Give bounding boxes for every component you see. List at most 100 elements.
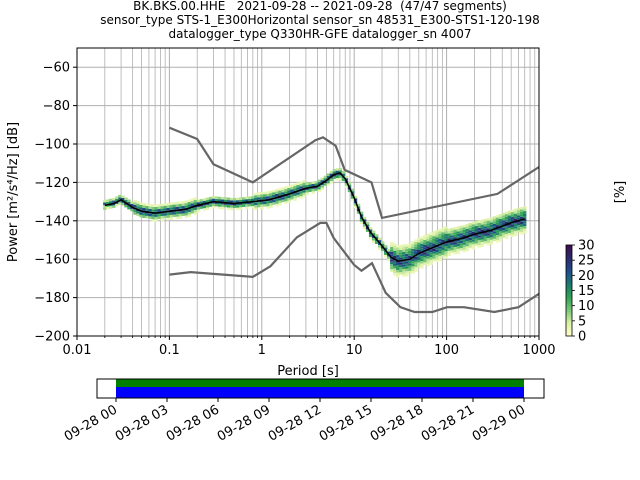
psd-density-cell: [522, 211, 527, 214]
psd-density-cell: [229, 202, 234, 206]
psd-density-cell: [236, 197, 240, 201]
psd-density-cell: [272, 194, 276, 198]
psd-density-cell: [408, 260, 412, 264]
psd-density-cell: [344, 178, 349, 181]
psd-density-cell: [486, 223, 491, 226]
colorbar-swatch: [566, 327, 572, 331]
psd-density-cell: [112, 198, 116, 201]
psd-density-cell: [405, 271, 409, 274]
psd-density-cell: [480, 234, 485, 238]
psd-density-cell: [362, 224, 367, 227]
psd-density-cell: [112, 205, 116, 208]
psd-density-cell: [459, 238, 463, 241]
psd-density-cell: [205, 205, 210, 208]
psd-density-cell: [208, 199, 213, 202]
psd-density-cell: [263, 191, 267, 195]
psd-density-cell: [432, 236, 436, 239]
psd-density-cell: [242, 197, 246, 200]
psd-density-cell: [371, 233, 376, 236]
psd-density-cell: [290, 189, 294, 192]
psd-density-cell: [411, 241, 415, 244]
psd-density-cell: [507, 210, 512, 213]
psd-density-cell: [260, 192, 264, 195]
psd-density-cell: [121, 202, 125, 206]
psd-density-cell: [217, 206, 222, 210]
psd-density-cell: [193, 207, 198, 210]
psd-density-cell: [438, 246, 442, 249]
psd-density-cell: [278, 193, 282, 196]
psd-density-cell: [477, 222, 482, 226]
psd-density-cell: [522, 213, 527, 217]
psd-density-cell: [393, 253, 397, 256]
psd-density-cell: [456, 236, 460, 239]
psd-density-cell: [326, 181, 331, 184]
psd-density-cell: [456, 238, 460, 242]
psd-density-cell: [196, 207, 201, 210]
colorbar-swatch: [566, 261, 572, 264]
psd-density-cell: [501, 215, 506, 218]
psd-density-cell: [350, 198, 355, 202]
psd-density-cell: [459, 235, 463, 239]
psd-density-cell: [474, 233, 479, 236]
psd-density-cell: [245, 204, 249, 207]
psd-density-cell: [384, 252, 388, 256]
axis-ticks: 0.01 0.1 1 10 100 1000 −60 −80 −100 −120 −140 −160 −…: [34, 61, 555, 358]
psd-density-cell: [456, 248, 460, 252]
psd-density-cell: [154, 219, 158, 222]
psd-density-cell: [480, 242, 485, 245]
psd-density-cell: [308, 184, 312, 187]
psd-density-cell: [368, 234, 373, 237]
psd-density-cell: [456, 251, 460, 254]
psd-density-cell: [474, 231, 479, 234]
psd-density-cell: [504, 216, 509, 220]
psd-density-cell: [474, 223, 479, 226]
psd-density-cell: [420, 266, 424, 269]
psd-density-cell: [411, 253, 415, 257]
psd-density-cell: [483, 218, 488, 222]
psd-density-cell: [444, 253, 448, 257]
psd-density-cell: [311, 191, 315, 194]
psd-density-cell: [435, 237, 439, 240]
psd-density-cell: [420, 246, 424, 249]
psd-density-cell: [474, 221, 479, 224]
psd-density-cell: [465, 236, 469, 239]
psd-density-cell: [480, 229, 485, 233]
psd-density-cell: [236, 205, 240, 208]
psd-density-cell: [471, 229, 476, 232]
psd-density-cell: [263, 196, 267, 200]
psd-density-cell: [263, 194, 267, 197]
psd-density-cell: [371, 240, 376, 243]
psd-density-cell: [399, 272, 403, 275]
psd-density-cell: [507, 228, 512, 231]
psd-density-cell: [465, 243, 469, 247]
psd-density-cell: [341, 173, 346, 177]
psd-density-cell: [495, 237, 500, 240]
psd-density-cell: [242, 202, 246, 205]
psd-density-cell: [163, 203, 167, 206]
psd-density-cell: [257, 204, 261, 208]
colorbar-tick-label: 10: [578, 299, 595, 314]
psd-density-cell: [504, 214, 509, 217]
psd-density-cell: [151, 214, 155, 217]
psd-density-cell: [447, 241, 451, 244]
psd-density-cell: [504, 231, 509, 235]
psd-density-cell: [154, 216, 158, 220]
psd-density-cell: [260, 197, 264, 200]
psd-density-cell: [414, 264, 418, 267]
psd-density-cell: [196, 199, 201, 203]
psd-density-cell: [489, 224, 494, 228]
psd-density-cell: [498, 226, 503, 229]
psd-density-cell: [341, 178, 346, 182]
psd-density-cell: [441, 249, 445, 253]
colorbar-tick-label: 25: [578, 254, 595, 269]
psd-density-cell: [513, 218, 518, 222]
psd-density-cell: [474, 226, 479, 229]
psd-density-cell: [127, 206, 131, 210]
psd-density-cell: [411, 258, 415, 262]
psd-density-cell: [501, 230, 506, 233]
psd-density-cell: [299, 181, 303, 184]
psd-density-cell: [453, 237, 457, 240]
psd-density-cell: [281, 199, 285, 203]
psd-density-cell: [103, 200, 107, 203]
psd-density-cell: [103, 202, 107, 205]
